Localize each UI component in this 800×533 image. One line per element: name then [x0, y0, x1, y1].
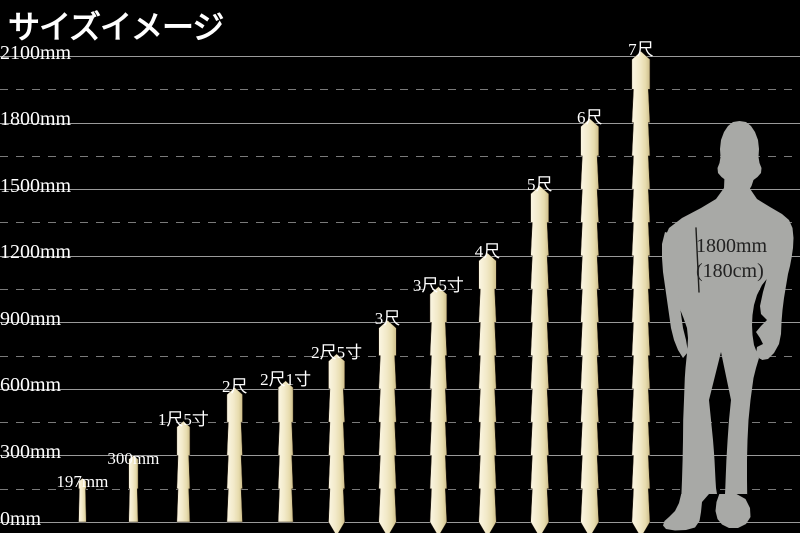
svg-text:(180cm): (180cm): [696, 260, 764, 282]
svg-text:1800mm: 1800mm: [696, 235, 768, 257]
